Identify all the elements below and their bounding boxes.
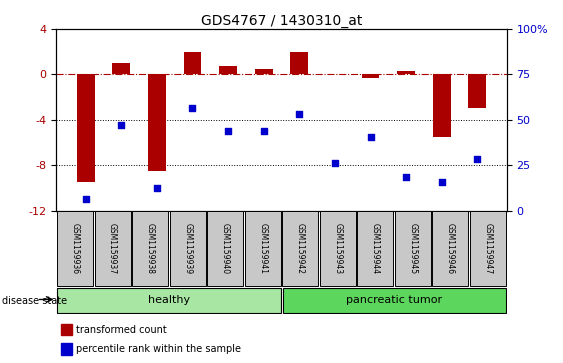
Point [224,128,233,134]
Text: GSM1159936: GSM1159936 [70,223,79,274]
Bar [468,74,486,109]
Text: GSM1159938: GSM1159938 [146,223,155,274]
FancyBboxPatch shape [282,211,318,286]
Text: GSM1159940: GSM1159940 [221,223,230,274]
Text: GSM1159943: GSM1159943 [333,223,342,274]
FancyBboxPatch shape [470,211,506,286]
Bar [397,71,415,74]
FancyBboxPatch shape [132,211,168,286]
Bar [77,74,95,182]
Text: GSM1159946: GSM1159946 [446,223,455,274]
Text: GSM1159944: GSM1159944 [371,223,380,274]
Point [295,111,304,117]
FancyBboxPatch shape [57,288,281,313]
FancyBboxPatch shape [169,211,205,286]
Point [259,128,268,134]
Point [117,123,126,129]
FancyBboxPatch shape [432,211,468,286]
Bar [361,74,379,78]
Bar [433,74,450,137]
Bar [148,74,166,171]
Text: GSM1159947: GSM1159947 [484,223,493,274]
Point [188,106,197,111]
Bar [255,69,272,74]
Bar [113,63,130,74]
FancyBboxPatch shape [207,211,243,286]
Text: GSM1159941: GSM1159941 [258,223,267,274]
FancyBboxPatch shape [57,211,93,286]
Text: healthy: healthy [148,295,190,305]
Text: GSM1159945: GSM1159945 [408,223,417,274]
Point [153,185,162,191]
FancyBboxPatch shape [245,211,281,286]
FancyBboxPatch shape [283,288,506,313]
Point [473,156,482,162]
Bar [61,324,72,335]
FancyBboxPatch shape [395,211,431,286]
FancyBboxPatch shape [320,211,356,286]
Bar [184,52,202,74]
Text: pancreatic tumor: pancreatic tumor [346,295,442,305]
Title: GDS4767 / 1430310_at: GDS4767 / 1430310_at [201,14,362,28]
Text: disease state: disease state [2,295,67,306]
Text: transformed count: transformed count [77,325,167,335]
Point [401,174,410,179]
FancyBboxPatch shape [358,211,394,286]
Point [330,160,339,166]
Text: percentile rank within the sample: percentile rank within the sample [77,344,242,354]
Point [437,179,446,185]
Text: GSM1159937: GSM1159937 [108,223,117,274]
FancyBboxPatch shape [95,211,131,286]
Text: GSM1159939: GSM1159939 [183,223,192,274]
Bar [61,343,72,355]
Bar [219,66,237,74]
Point [81,196,90,202]
Bar [291,52,308,74]
Text: GSM1159942: GSM1159942 [296,223,305,274]
Point [366,134,375,140]
